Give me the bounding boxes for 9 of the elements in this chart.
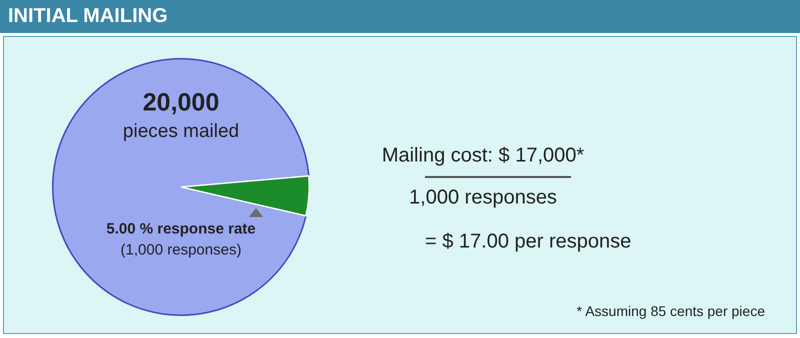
text: Mailing cost: $ 17,000*: [382, 144, 584, 168]
text: 1,000 responses: [409, 186, 557, 210]
text: 20,000: [142, 88, 220, 118]
text: = $ 17.00 per response: [425, 230, 632, 254]
text: pieces mailed: [122, 121, 240, 143]
text: (1,000 responses): [120, 242, 242, 258]
text: 5.00 % response rate: [106, 220, 256, 238]
text: * Assuming 85 cents per piece: [576, 303, 765, 319]
chart-title: INITIAL MAILING: [0, 0, 800, 33]
